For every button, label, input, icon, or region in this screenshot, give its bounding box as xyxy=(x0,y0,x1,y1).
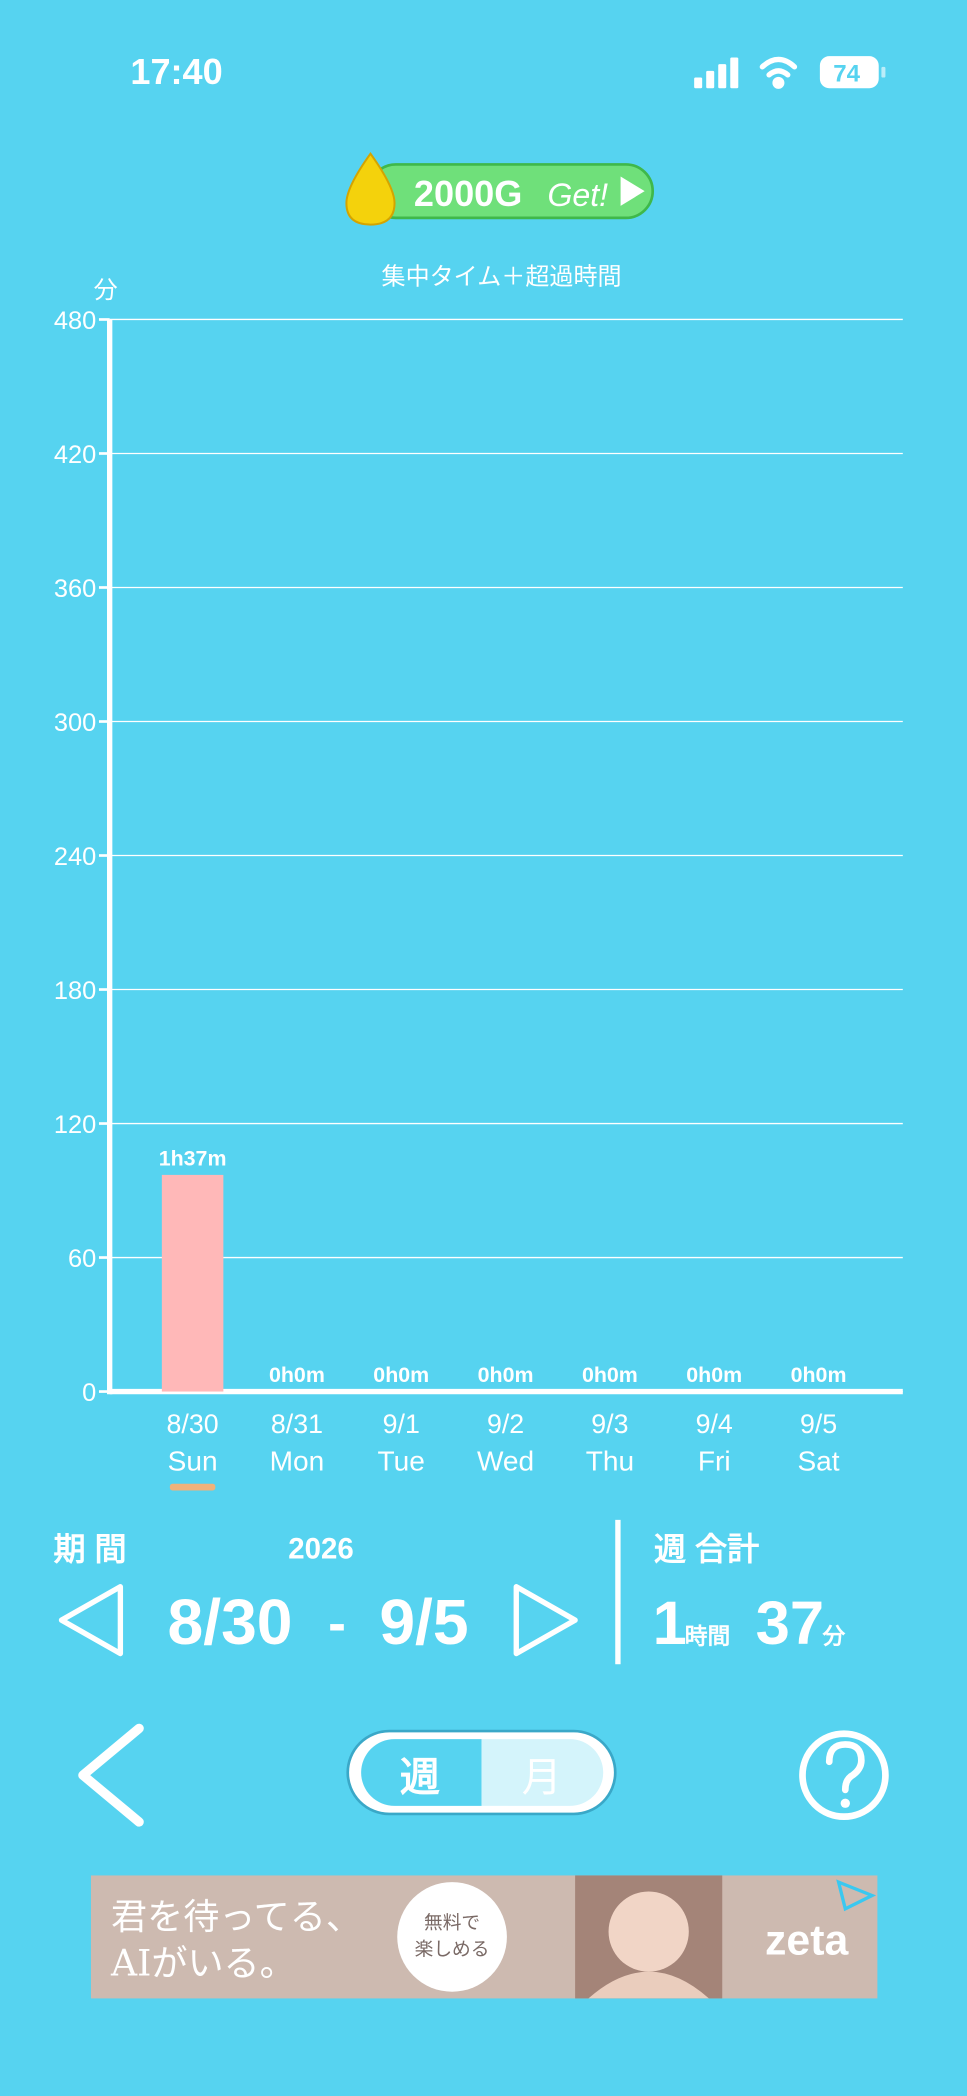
x-tick-label: 9/5 xyxy=(800,1409,837,1439)
total-hours-unit: 時間 xyxy=(685,1623,730,1649)
ad-brand: zeta xyxy=(765,1916,849,1964)
value-label: 1h37m xyxy=(159,1147,227,1171)
value-label: 0h0m xyxy=(373,1363,429,1387)
y-tick-label: 60 xyxy=(68,1245,96,1273)
y-tick-label: 180 xyxy=(54,977,96,1005)
y-tick-label: 300 xyxy=(54,709,96,737)
x-tick-label: 9/3 xyxy=(591,1409,628,1439)
clock: 17:40 xyxy=(130,51,222,92)
value-label: 0h0m xyxy=(791,1363,847,1387)
wifi-icon xyxy=(759,56,798,89)
help-button[interactable] xyxy=(799,1730,889,1820)
x-tick-label: 9/1 xyxy=(383,1409,420,1439)
value-label: 0h0m xyxy=(478,1363,534,1387)
x-weekday-label: Sat xyxy=(797,1445,839,1476)
x-weekday-label: Wed xyxy=(477,1445,534,1476)
period-year: 2026 xyxy=(288,1533,353,1566)
y-tick-label: 480 xyxy=(54,307,96,335)
y-axis-label: 分 xyxy=(94,277,118,304)
total-label: 週 合計 xyxy=(654,1531,759,1567)
chart: 集中タイム＋超過時間 分 0 60 120 180 240 300 360 420 480 8/3… xyxy=(54,264,903,1491)
battery-level: 74 xyxy=(833,61,860,88)
x-tick-label: 9/2 xyxy=(487,1409,524,1439)
chart-title: 集中タイム＋超過時間 xyxy=(382,264,622,291)
y-tick-label: 0 xyxy=(82,1379,96,1407)
value-label: 0h0m xyxy=(582,1363,638,1387)
total-minutes-unit: 分 xyxy=(822,1623,846,1649)
week-tab-label: 週 xyxy=(400,1756,440,1800)
total-minutes: 37 xyxy=(756,1589,824,1658)
selected-day-indicator xyxy=(169,1483,216,1491)
period-start: 8/30 xyxy=(168,1586,293,1658)
ad-line2: AIがいる。 xyxy=(110,1942,296,1985)
x-tick-label: 8/31 xyxy=(271,1409,323,1439)
week-tab[interactable]: 週 xyxy=(361,1739,482,1806)
y-tick-label: 360 xyxy=(54,575,96,603)
bar xyxy=(161,1174,224,1392)
value-label: 0h0m xyxy=(269,1363,325,1387)
signal-icon xyxy=(694,57,739,89)
x-weekday-label: Tue xyxy=(378,1445,425,1476)
x-weekday-label: Mon xyxy=(270,1445,325,1476)
month-tab-label: 月 xyxy=(522,1756,562,1800)
ad-line1: 君を待ってる、 xyxy=(111,1895,362,1938)
divider xyxy=(615,1519,621,1665)
reward-button[interactable]: 2000G Get! xyxy=(345,152,655,226)
previous-week-button[interactable] xyxy=(58,1584,124,1657)
period-separator: - xyxy=(328,1595,346,1654)
x-weekday-label: Sun xyxy=(168,1445,218,1476)
month-tab[interactable]: 月 xyxy=(481,1739,604,1806)
x-tick-label: 8/30 xyxy=(167,1409,219,1439)
battery xyxy=(819,56,879,89)
total-hours: 1 xyxy=(653,1589,687,1658)
y-tick-label: 420 xyxy=(54,441,96,469)
y-tick-label: 240 xyxy=(54,843,96,871)
period-label: 期 間 xyxy=(53,1531,126,1567)
value-label: 0h0m xyxy=(686,1363,742,1387)
reward-amount: 2000G xyxy=(414,173,522,214)
ad-badge1: 無料で xyxy=(424,1912,480,1933)
x-tick-label: 9/4 xyxy=(696,1409,733,1439)
x-weekday-label: Thu xyxy=(586,1445,634,1476)
battery-cap xyxy=(881,66,886,78)
back-button[interactable] xyxy=(78,1723,144,1827)
x-weekday-label: Fri xyxy=(698,1445,731,1476)
y-tick-label: 120 xyxy=(54,1111,96,1139)
next-week-button[interactable] xyxy=(513,1584,578,1657)
period-end: 9/5 xyxy=(379,1586,468,1658)
ad-badge2: 楽しめる xyxy=(415,1939,490,1960)
ad-banner[interactable]: 君を待ってる、 AIがいる。 無料で 楽しめる zeta xyxy=(90,1875,878,1999)
reward-action: Get! xyxy=(547,177,608,213)
